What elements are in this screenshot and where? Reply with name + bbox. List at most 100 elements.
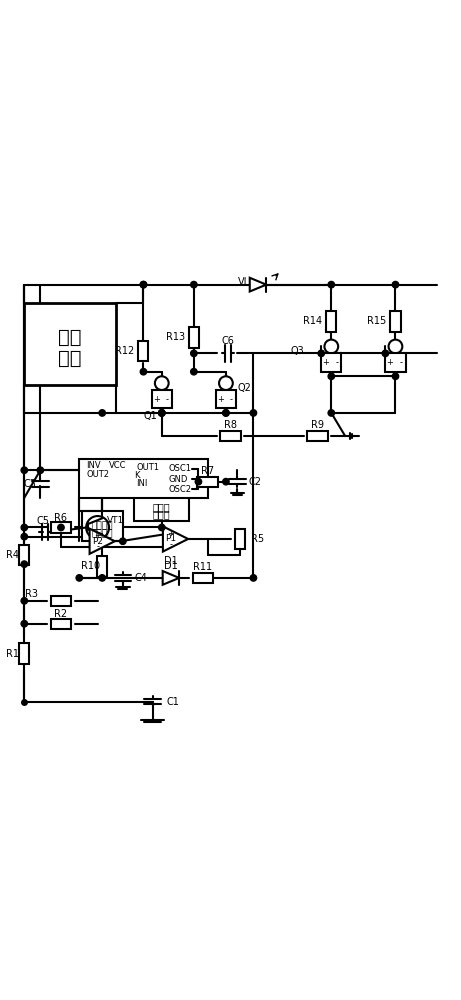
Circle shape xyxy=(389,340,402,353)
Text: +: + xyxy=(217,395,224,404)
Text: R7: R7 xyxy=(201,466,214,476)
Circle shape xyxy=(223,478,229,485)
Bar xyxy=(24,303,116,385)
Text: INI: INI xyxy=(136,479,148,488)
Circle shape xyxy=(21,524,28,531)
Bar xyxy=(138,341,148,361)
Text: VT1: VT1 xyxy=(107,516,124,525)
Bar xyxy=(235,529,245,549)
Text: R9: R9 xyxy=(311,420,324,430)
Circle shape xyxy=(86,516,109,539)
Text: R4: R4 xyxy=(6,550,19,560)
Circle shape xyxy=(159,410,165,416)
Text: 限制电路: 限制电路 xyxy=(91,529,113,538)
Circle shape xyxy=(328,281,335,288)
Text: R2: R2 xyxy=(54,609,67,619)
Text: R3: R3 xyxy=(25,589,38,599)
Bar xyxy=(19,545,30,565)
Text: 动电路: 动电路 xyxy=(153,510,171,520)
Text: OUT1: OUT1 xyxy=(136,463,160,472)
Bar xyxy=(216,390,236,408)
Text: VCC: VCC xyxy=(109,461,127,470)
Circle shape xyxy=(318,350,325,357)
Text: OUT2: OUT2 xyxy=(86,470,109,479)
Polygon shape xyxy=(163,526,188,552)
Text: R6: R6 xyxy=(54,513,67,523)
Text: Q3: Q3 xyxy=(290,346,304,356)
Circle shape xyxy=(21,598,28,604)
Circle shape xyxy=(76,575,83,581)
Text: 线性驱: 线性驱 xyxy=(153,502,171,512)
Bar xyxy=(51,596,71,606)
Text: +: + xyxy=(386,358,393,367)
Text: 浪涌电流: 浪涌电流 xyxy=(91,522,113,531)
Text: -: - xyxy=(166,395,169,404)
Text: Q1: Q1 xyxy=(143,411,157,421)
Bar xyxy=(197,477,218,487)
Text: Q2: Q2 xyxy=(237,383,251,393)
Circle shape xyxy=(328,410,335,416)
Text: R14: R14 xyxy=(303,316,322,326)
Polygon shape xyxy=(163,571,179,585)
Text: +: + xyxy=(94,531,101,540)
Text: R1: R1 xyxy=(6,649,19,659)
Circle shape xyxy=(392,373,399,379)
Text: OSC2: OSC2 xyxy=(169,485,192,494)
Bar xyxy=(189,327,199,348)
Polygon shape xyxy=(250,278,266,292)
Text: C5: C5 xyxy=(36,516,49,526)
Circle shape xyxy=(140,368,147,375)
Bar xyxy=(390,311,401,332)
Text: C2: C2 xyxy=(249,477,262,487)
Circle shape xyxy=(155,376,169,390)
Text: D1: D1 xyxy=(164,556,178,566)
Text: R12: R12 xyxy=(115,346,134,356)
Bar xyxy=(134,493,189,521)
Circle shape xyxy=(223,410,229,416)
Circle shape xyxy=(119,538,126,544)
Circle shape xyxy=(250,575,257,581)
Bar xyxy=(79,459,207,498)
Text: R8: R8 xyxy=(224,420,237,430)
Circle shape xyxy=(191,281,197,288)
Circle shape xyxy=(21,621,28,627)
Circle shape xyxy=(195,478,201,485)
Text: R11: R11 xyxy=(194,562,213,572)
Circle shape xyxy=(21,561,28,567)
Bar xyxy=(220,431,241,441)
Text: R10: R10 xyxy=(81,561,100,571)
Text: -: - xyxy=(96,542,99,551)
Text: +: + xyxy=(167,529,174,538)
Circle shape xyxy=(223,410,229,416)
Bar xyxy=(152,390,172,408)
Text: +: + xyxy=(153,395,160,404)
Circle shape xyxy=(159,524,165,531)
Text: R5: R5 xyxy=(251,534,264,544)
Bar xyxy=(97,556,107,577)
Circle shape xyxy=(21,533,28,540)
Text: 用电: 用电 xyxy=(59,328,82,347)
Text: +: + xyxy=(322,358,329,367)
Circle shape xyxy=(191,350,197,357)
Text: D1: D1 xyxy=(164,561,178,571)
Circle shape xyxy=(159,410,165,416)
Circle shape xyxy=(328,373,335,379)
Text: C3: C3 xyxy=(24,479,36,489)
Circle shape xyxy=(21,467,28,473)
Text: -: - xyxy=(170,540,172,549)
Circle shape xyxy=(99,575,106,581)
Bar xyxy=(321,353,342,372)
Text: K: K xyxy=(134,471,140,480)
Circle shape xyxy=(392,281,399,288)
Polygon shape xyxy=(89,529,115,554)
Bar xyxy=(82,511,123,541)
Bar xyxy=(193,573,213,583)
Text: -: - xyxy=(230,395,233,404)
Bar xyxy=(326,311,337,332)
Text: -: - xyxy=(400,358,402,367)
Text: R15: R15 xyxy=(367,316,386,326)
Bar xyxy=(385,353,406,372)
Circle shape xyxy=(140,281,147,288)
Text: VL: VL xyxy=(238,277,250,287)
Bar xyxy=(51,522,71,533)
